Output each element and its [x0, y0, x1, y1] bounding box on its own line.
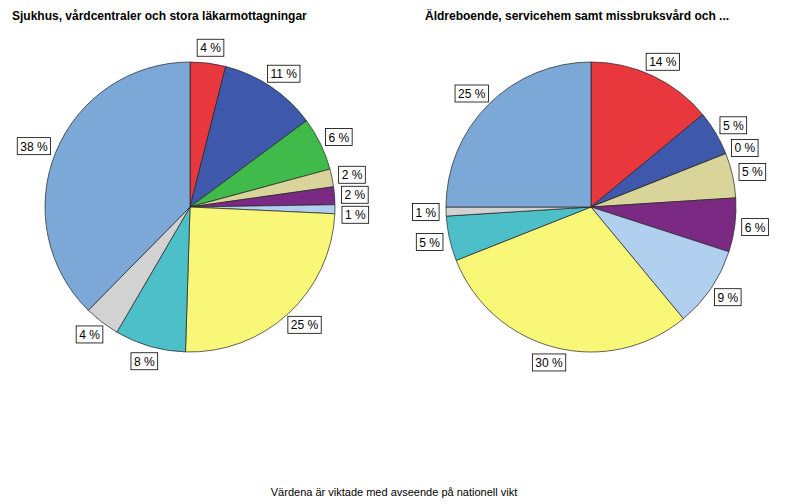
chart-canvas: Sjukhus, vårdcentraler och stora läkarmo…: [0, 0, 788, 504]
data-label-text: 14 %: [649, 55, 677, 69]
label-box: [714, 289, 741, 306]
data-label: 25 %: [288, 316, 321, 333]
data-label-text: 1 %: [345, 208, 366, 222]
data-label: 30 %: [532, 354, 565, 371]
pie-chart: Äldreboende, servicehem samt missbruksvå…: [412, 8, 768, 371]
data-label-text: 9 %: [717, 291, 738, 305]
data-label: 4 %: [197, 39, 224, 56]
data-label-text: 11 %: [271, 67, 298, 81]
data-label-text: 6 %: [328, 131, 349, 145]
data-label: 14 %: [646, 53, 679, 70]
label-box: [268, 65, 300, 82]
data-label: 2 %: [339, 166, 366, 183]
data-label-text: 5 %: [723, 119, 744, 133]
data-label: 0 %: [731, 139, 758, 156]
data-label-text: 0 %: [734, 141, 755, 155]
data-label-text: 30 %: [535, 356, 563, 370]
data-label-text: 4 %: [79, 328, 100, 342]
data-label: 5 %: [739, 163, 766, 180]
data-label: 5 %: [720, 117, 747, 134]
data-label-text: 8 %: [134, 355, 155, 369]
data-label-text: 4 %: [200, 41, 221, 55]
data-label: 5 %: [416, 234, 443, 251]
label-box: [288, 316, 321, 333]
data-label: 25 %: [455, 85, 488, 102]
label-box: [325, 129, 352, 146]
label-box: [731, 139, 758, 156]
data-label: 4 %: [76, 326, 103, 343]
pie-chart: Sjukhus, vårdcentraler och stora läkarmo…: [12, 9, 369, 370]
label-box: [197, 39, 224, 56]
data-label: 6 %: [325, 129, 352, 146]
pie-slice: [446, 207, 591, 216]
data-label: 11 %: [268, 65, 300, 82]
pie-slice: [446, 62, 591, 207]
label-box: [412, 204, 439, 221]
label-box: [342, 206, 369, 223]
pie-slice: [446, 207, 591, 260]
data-label-text: 5 %: [419, 236, 440, 250]
pie-slice: [185, 207, 334, 352]
label-box: [342, 186, 369, 203]
chart-title: Äldreboende, servicehem samt missbruksvå…: [425, 8, 729, 23]
label-box: [720, 117, 747, 134]
data-label-text: 25 %: [458, 87, 486, 101]
data-label-text: 25 %: [291, 318, 319, 332]
footnote: Värdena är viktade med avseende på natio…: [271, 486, 517, 498]
label-box: [739, 163, 766, 180]
data-label: 8 %: [131, 353, 158, 370]
label-box: [76, 326, 103, 343]
label-box: [17, 138, 50, 155]
label-box: [339, 166, 366, 183]
pie-slice: [45, 62, 190, 310]
label-box: [416, 234, 443, 251]
data-label-text: 38 %: [20, 140, 48, 154]
label-box: [455, 85, 488, 102]
data-label: 1 %: [342, 206, 369, 223]
label-box: [646, 53, 679, 70]
label-box: [131, 353, 158, 370]
data-label: 38 %: [17, 138, 50, 155]
slices: [45, 62, 335, 352]
label-box: [532, 354, 565, 371]
data-label-text: 2 %: [345, 188, 366, 202]
data-label-text: 1 %: [415, 206, 436, 220]
data-label: 6 %: [742, 219, 769, 236]
data-label-text: 5 %: [742, 165, 763, 179]
data-labels: 4 % 11 % 6 % 2 % 2 % 1 % 25 % 8 % 4 % 38 %: [17, 39, 368, 370]
data-labels: 14 % 5 % 0 % 5 % 6 % 9 % 30 % 5 % 1 % 25 %: [412, 53, 768, 371]
chart-title: Sjukhus, vårdcentraler och stora läkarmo…: [12, 9, 307, 23]
data-label: 9 %: [714, 289, 741, 306]
data-label: 1 %: [412, 204, 439, 221]
pie-slice: [190, 187, 335, 207]
data-label-text: 6 %: [745, 221, 766, 235]
slices: [446, 62, 736, 352]
data-label-text: 2 %: [342, 168, 363, 182]
label-box: [742, 219, 769, 236]
data-label: 2 %: [342, 186, 369, 203]
